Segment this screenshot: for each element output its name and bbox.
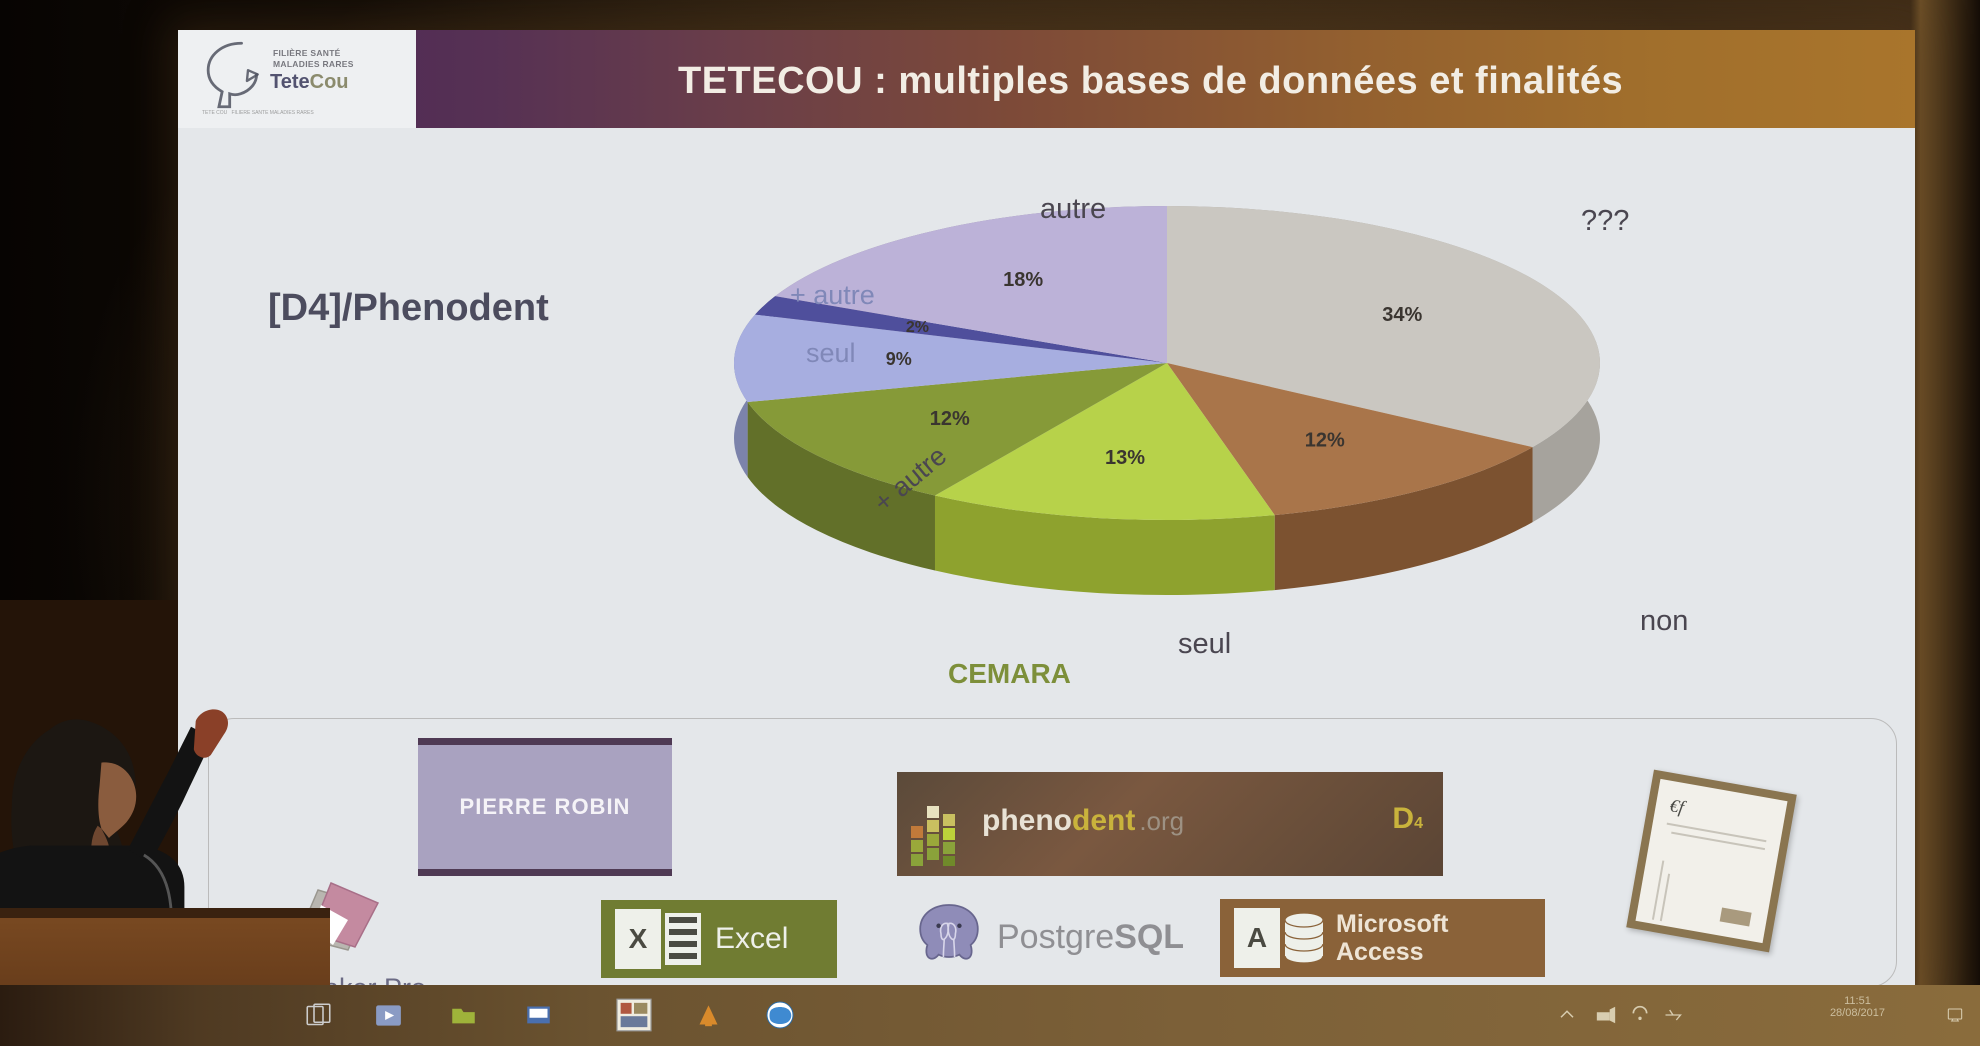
svg-text:12%: 12% bbox=[1305, 430, 1345, 452]
svg-text:13%: 13% bbox=[1105, 447, 1145, 469]
svg-text:34%: 34% bbox=[1382, 304, 1422, 326]
svg-text:18%: 18% bbox=[1003, 269, 1043, 291]
svg-text:9%: 9% bbox=[886, 349, 912, 369]
svg-text:12%: 12% bbox=[930, 408, 970, 430]
svg-text:2%: 2% bbox=[906, 319, 929, 336]
